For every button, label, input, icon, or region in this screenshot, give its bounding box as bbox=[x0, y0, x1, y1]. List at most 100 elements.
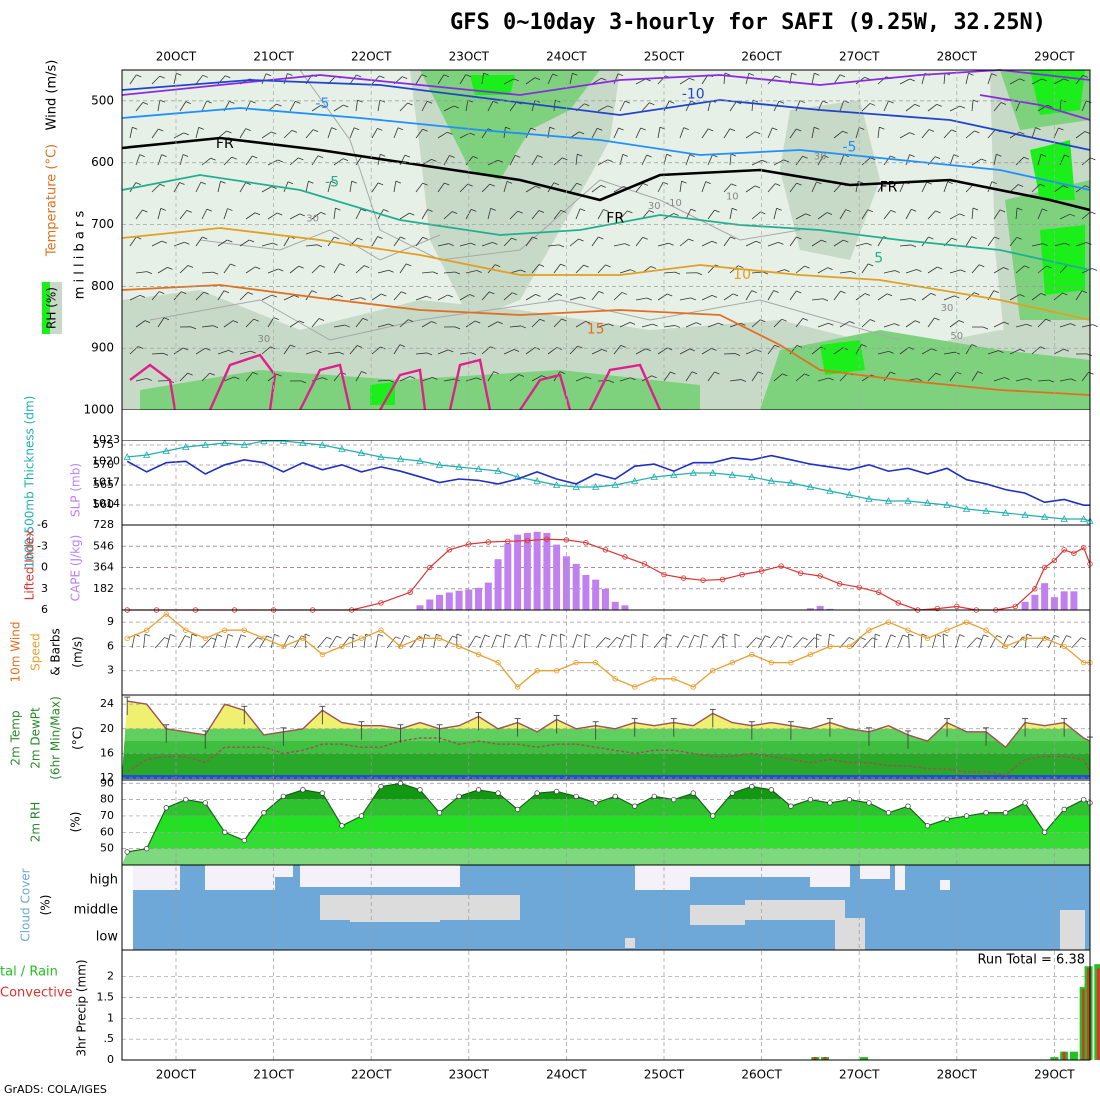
wind-barb bbox=[707, 371, 715, 382]
wind-barb-flag bbox=[334, 236, 340, 240]
surface-wind-barb bbox=[897, 634, 904, 649]
wind-barb bbox=[657, 182, 664, 193]
wind-barb bbox=[993, 154, 997, 166]
wind-barb bbox=[745, 349, 757, 355]
wind-barb-flag bbox=[1019, 294, 1025, 297]
wind-barb-flag bbox=[1045, 318, 1051, 322]
wind-barb bbox=[349, 297, 361, 301]
wind-barb-flag bbox=[1040, 293, 1046, 296]
wind-barb bbox=[459, 294, 470, 301]
wind-barb bbox=[1081, 100, 1087, 112]
wind-barb bbox=[217, 239, 228, 247]
wind-barb bbox=[811, 73, 815, 85]
wind-barb bbox=[437, 243, 449, 247]
wind-barb bbox=[943, 73, 946, 85]
wind-barb bbox=[465, 270, 477, 274]
rh-point bbox=[807, 796, 814, 803]
wind-barb-flag bbox=[360, 208, 367, 212]
wind-barb-flag bbox=[520, 325, 527, 329]
cape-bar bbox=[601, 588, 609, 610]
wind-barb bbox=[619, 100, 626, 112]
wind-barb bbox=[575, 321, 586, 328]
lifted-index-point bbox=[544, 536, 550, 542]
surface-wind-barb bbox=[827, 634, 830, 649]
wind-barb-flag bbox=[890, 371, 896, 375]
cloud-block bbox=[860, 865, 890, 879]
wind-speed-point bbox=[729, 659, 736, 666]
surface-wind-barb-flag bbox=[266, 635, 272, 639]
wind-barb bbox=[481, 291, 490, 301]
wind-barb-flag bbox=[520, 269, 526, 273]
surface-wind-barb bbox=[166, 634, 171, 649]
wind-barb bbox=[223, 208, 228, 220]
wind-barb-flag bbox=[558, 244, 565, 248]
surface-wind-barb bbox=[630, 634, 633, 649]
wind-barb bbox=[1053, 292, 1063, 301]
wind-barb-flag bbox=[621, 292, 628, 295]
wind-barb-flag bbox=[560, 263, 566, 267]
wind-barb-flag bbox=[890, 155, 896, 159]
cape-bar bbox=[553, 544, 561, 610]
contour-label: FR bbox=[880, 179, 898, 195]
wind-barb bbox=[569, 238, 579, 247]
wind-barb-flag bbox=[778, 242, 784, 245]
lifted-index-point bbox=[622, 554, 628, 560]
wind-barb bbox=[839, 100, 845, 112]
wind-barb bbox=[1009, 184, 1019, 193]
wind-speed-point bbox=[1080, 659, 1087, 666]
wind-barb-flag bbox=[608, 380, 615, 383]
wind-barb-flag bbox=[828, 322, 834, 326]
wind-barb-flag bbox=[598, 290, 604, 294]
wind-barb-flag bbox=[796, 182, 802, 186]
rh-point bbox=[710, 813, 716, 819]
wind-barb-flag bbox=[331, 127, 337, 130]
precip-tick-label: 1.5 bbox=[97, 991, 115, 1004]
wind-barb bbox=[157, 100, 161, 112]
wind-speed-point bbox=[788, 659, 794, 666]
wind-barb bbox=[393, 127, 399, 139]
contour-line bbox=[121, 174, 1091, 271]
wind-barb bbox=[503, 181, 508, 193]
surface-wind-barb bbox=[908, 633, 910, 649]
wind-barb-flag bbox=[577, 345, 583, 349]
lifted-index-point bbox=[778, 563, 784, 569]
wind-barb-flag bbox=[505, 126, 511, 130]
wind-speed-point bbox=[358, 635, 365, 642]
wind-barb bbox=[333, 372, 342, 382]
wind-barb bbox=[459, 74, 467, 85]
wind-barb bbox=[635, 127, 642, 139]
wind-barb bbox=[531, 100, 536, 112]
x-tick-label-top: 21OCT bbox=[253, 50, 294, 64]
surface-wind-barb bbox=[978, 634, 984, 649]
wind-barb bbox=[201, 271, 213, 274]
wind-barb-flag bbox=[357, 237, 363, 241]
wind-barb bbox=[971, 371, 979, 382]
surface-wind-barb-flag bbox=[585, 633, 591, 637]
rh-point bbox=[124, 849, 130, 855]
wind-speed-point bbox=[241, 627, 248, 633]
wind-barb bbox=[965, 292, 975, 301]
wind-barb-flag bbox=[652, 323, 658, 327]
wind-barb-flag bbox=[689, 154, 695, 158]
wind-barb bbox=[927, 317, 935, 328]
wind-barb-flag bbox=[974, 130, 980, 134]
wind-barb bbox=[289, 101, 296, 112]
rh-point bbox=[983, 810, 989, 816]
wind-speed-point bbox=[944, 627, 950, 633]
cape-bar bbox=[494, 559, 502, 610]
wind-axis-label: Wind (m/s) bbox=[45, 60, 60, 131]
wind-barb bbox=[437, 74, 445, 85]
wind-barb-flag bbox=[535, 185, 541, 189]
wind-barb-flag bbox=[827, 267, 833, 271]
wind-barb-flag bbox=[689, 348, 695, 352]
contour-label: 30 bbox=[941, 303, 954, 314]
wind-barb bbox=[949, 371, 957, 382]
contour-line bbox=[588, 363, 662, 411]
wind-barb bbox=[943, 129, 952, 139]
rh-point bbox=[651, 793, 657, 799]
wind-barb-flag bbox=[971, 236, 977, 239]
surface-wind-barb-flag bbox=[1054, 634, 1060, 638]
wind-barb-flag bbox=[250, 100, 256, 104]
cloud-block bbox=[940, 880, 950, 890]
wind-barb-flag bbox=[1048, 379, 1055, 383]
